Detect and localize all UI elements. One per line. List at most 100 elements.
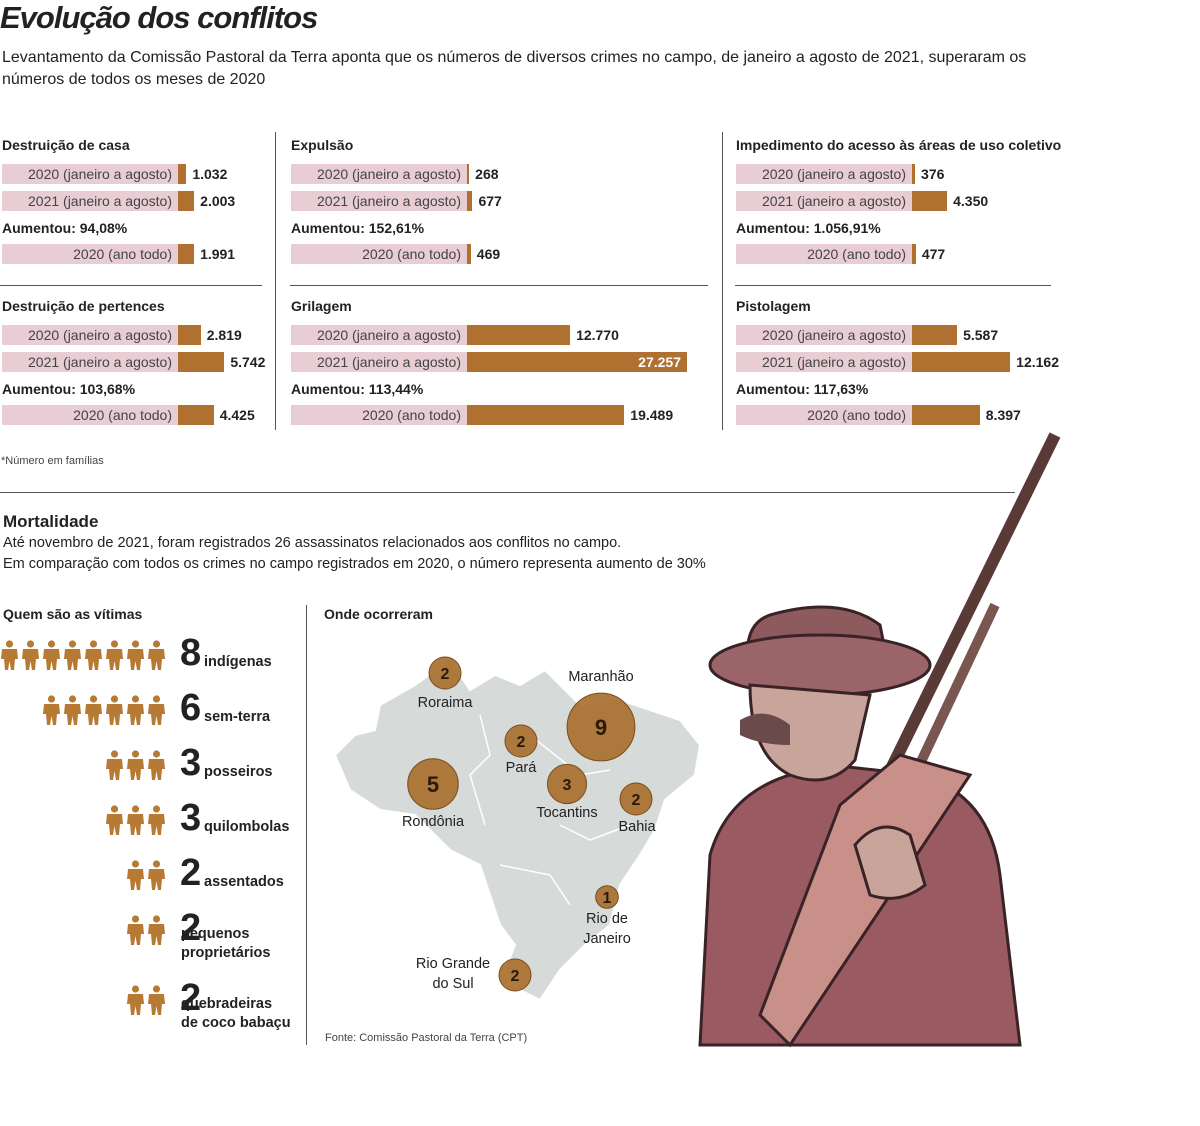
victim-icons bbox=[105, 750, 166, 780]
bar bbox=[912, 244, 916, 264]
value-label: 4.350 bbox=[953, 193, 989, 209]
bar bbox=[912, 405, 980, 425]
map: 2 Roraima 9 Maranhão 2 Pará 5 Rondônia 3 Tocantin… bbox=[333, 656, 702, 1002]
victim-count: 2 bbox=[180, 907, 202, 949]
bar bbox=[178, 164, 187, 184]
category-label: 2020 (janeiro a agosto) bbox=[291, 325, 467, 345]
subtitle: Levantamento da Comissão Pastoral da Ter… bbox=[2, 49, 1027, 88]
place-name: Rio de Janeiro bbox=[583, 911, 631, 947]
victim-icons bbox=[0, 640, 166, 670]
panel-title: Destruição de pertences bbox=[2, 298, 165, 314]
panel-title: Pistolagem bbox=[736, 298, 811, 314]
value-label: 12.770 bbox=[576, 327, 619, 343]
bar bbox=[178, 244, 195, 264]
value-label: 12.162 bbox=[1016, 354, 1059, 370]
bar bbox=[467, 405, 625, 425]
place-name: Bahia bbox=[618, 819, 656, 835]
victim-count: 2 bbox=[180, 977, 202, 1019]
victim-label: quilombolas bbox=[204, 819, 290, 835]
change-label: Aumentou: 1.056,91% bbox=[736, 220, 881, 236]
title: Evolução dos conflitos bbox=[0, 0, 318, 35]
bubble-label: 9 bbox=[595, 715, 607, 740]
bubble bbox=[566, 692, 636, 762]
bar bbox=[467, 164, 470, 184]
panel-title: Grilagem bbox=[291, 298, 352, 314]
panel-title: Expulsão bbox=[291, 137, 354, 153]
section-title: Mortalidade bbox=[3, 512, 99, 531]
panel-title: Destruição de casa bbox=[2, 137, 130, 153]
bar bbox=[912, 191, 948, 211]
category-label: 2020 (ano todo) bbox=[291, 244, 467, 264]
category-label: 2021 (janeiro a agosto) bbox=[736, 191, 912, 211]
category-label: 2021 (janeiro a agosto) bbox=[291, 352, 467, 372]
bubble bbox=[595, 885, 619, 909]
victim-label: pequenos proprietários bbox=[181, 926, 271, 961]
divider bbox=[290, 285, 708, 286]
victim-label: quebradeiras de coco babaçu bbox=[181, 996, 291, 1031]
bubble-label: 2 bbox=[517, 734, 526, 751]
category-label: 2020 (ano todo) bbox=[2, 405, 178, 425]
value-label: 376 bbox=[921, 166, 945, 182]
section-text: Em comparação com todos os crimes no cam… bbox=[3, 556, 706, 572]
value-label: 677 bbox=[478, 193, 502, 209]
category-label: 2020 (ano todo) bbox=[736, 405, 912, 425]
change-label: Aumentou: 117,63% bbox=[736, 381, 869, 397]
value-label: 2.003 bbox=[200, 193, 236, 209]
place-name: Roraima bbox=[418, 695, 474, 711]
victim-label: indígenas bbox=[204, 654, 272, 670]
category-label: 2020 (janeiro a agosto) bbox=[736, 164, 912, 184]
value-label: 2.819 bbox=[206, 327, 242, 343]
divider bbox=[275, 132, 276, 430]
bar bbox=[912, 164, 916, 184]
category-label: 2020 (janeiro a agosto) bbox=[736, 325, 912, 345]
bubble bbox=[428, 656, 462, 690]
bubble-label: 5 bbox=[427, 772, 439, 797]
bar bbox=[467, 325, 571, 345]
bubble-label: 1 bbox=[603, 890, 612, 907]
victim-count: 6 bbox=[180, 687, 202, 729]
category-label: 2021 (janeiro a agosto) bbox=[2, 352, 178, 372]
value-label: 1.991 bbox=[200, 246, 236, 262]
panel-title: Impedimento do acesso às áreas de uso co… bbox=[736, 137, 1062, 153]
value-label: 19.489 bbox=[630, 407, 674, 423]
bubble bbox=[407, 758, 459, 810]
bar bbox=[467, 191, 473, 211]
place-name-line: Rio Grande bbox=[416, 956, 490, 972]
bar bbox=[178, 405, 214, 425]
bubble bbox=[619, 782, 653, 816]
category-label: 2020 (ano todo) bbox=[291, 405, 467, 425]
place-name: Rio Grande do Sul bbox=[416, 956, 490, 992]
value-label: 469 bbox=[476, 246, 501, 262]
bar bbox=[178, 352, 225, 372]
value-label: 1.032 bbox=[192, 166, 228, 182]
place-name: Maranhão bbox=[568, 669, 633, 685]
place-name: Pará bbox=[506, 760, 538, 776]
category-label: 2020 (janeiro a agosto) bbox=[291, 164, 467, 184]
section-text: Até novembro de 2021, foram registrados … bbox=[3, 535, 622, 551]
bar bbox=[178, 325, 201, 345]
value-label: 5.742 bbox=[230, 354, 266, 370]
change-label: Aumentou: 94,08% bbox=[2, 220, 128, 236]
victim-count: 8 bbox=[180, 632, 202, 674]
bar bbox=[467, 352, 687, 372]
victim-label: sem-terra bbox=[204, 709, 271, 725]
bubble-label: 3 bbox=[563, 777, 572, 794]
victim-count: 3 bbox=[180, 797, 202, 839]
value-label: 8.397 bbox=[985, 407, 1021, 423]
category-label: 2020 (janeiro a agosto) bbox=[2, 325, 178, 345]
place-name-line: do Sul bbox=[432, 976, 473, 992]
source: Fonte: Comissão Pastoral da Terra (CPT) bbox=[325, 1032, 528, 1044]
category-label: 2021 (janeiro a agosto) bbox=[291, 191, 467, 211]
category-label: 2020 (ano todo) bbox=[2, 244, 178, 264]
bubble bbox=[546, 763, 588, 805]
category-label: 2021 (janeiro a agosto) bbox=[2, 191, 178, 211]
place-name: Tocantins bbox=[536, 805, 597, 821]
category-label: 2021 (janeiro a agosto) bbox=[736, 352, 912, 372]
footnote: *Número em famílias bbox=[1, 455, 104, 467]
place-name-line: Janeiro bbox=[583, 931, 631, 947]
divider bbox=[0, 492, 1015, 493]
value-label: 477 bbox=[921, 246, 946, 262]
place-name-line: Rio de bbox=[586, 911, 628, 927]
bubble bbox=[498, 958, 532, 992]
value-label: 27.257 bbox=[638, 354, 681, 370]
